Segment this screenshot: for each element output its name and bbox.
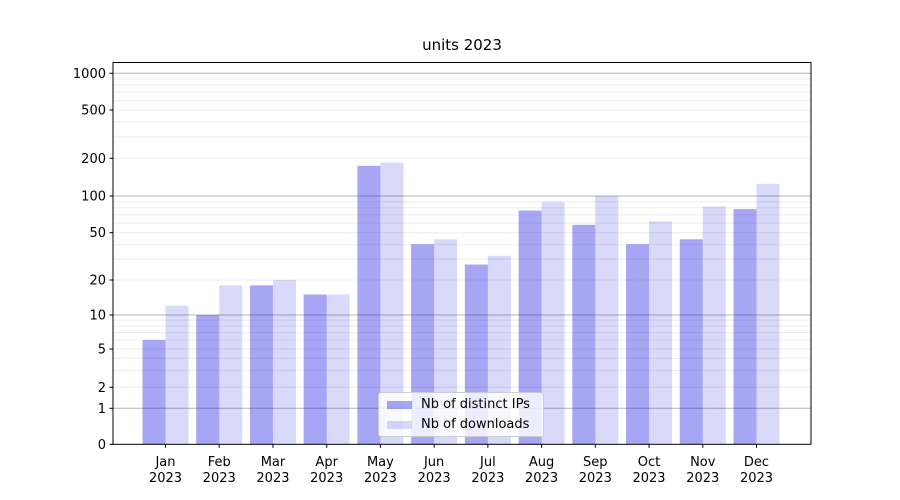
legend-label-downloads: Nb of downloads bbox=[421, 417, 530, 432]
y-tick-label: 1 bbox=[98, 402, 106, 417]
bar-distinct-ips-feb bbox=[196, 315, 220, 445]
x-tick-label-month: Feb bbox=[208, 455, 231, 470]
y-tick-label: 2 bbox=[98, 381, 106, 396]
chart-title: units 2023 bbox=[422, 36, 502, 54]
bar-downloads-aug bbox=[541, 202, 565, 445]
bar-downloads-sep bbox=[595, 196, 619, 445]
x-tick-label-year: 2023 bbox=[740, 471, 773, 486]
bar-distinct-ips-oct bbox=[626, 244, 650, 445]
bar-distinct-ips-apr bbox=[303, 294, 327, 445]
bar-distinct-ips-jan bbox=[142, 340, 166, 445]
legend-item-downloads: Nb of downloads bbox=[387, 417, 535, 432]
x-tick-label-month: Oct bbox=[638, 455, 660, 470]
y-tick-label: 20 bbox=[89, 274, 106, 289]
x-tick-label-year: 2023 bbox=[203, 471, 236, 486]
y-tick-label: 5 bbox=[98, 343, 106, 358]
y-tick-label: 500 bbox=[81, 104, 106, 119]
x-tick-label-month: Jun bbox=[423, 455, 444, 470]
legend-item-distinct-ips: Nb of distinct IPs bbox=[387, 397, 535, 412]
x-tick-label-year: 2023 bbox=[471, 471, 504, 486]
legend: Nb of distinct IPs Nb of downloads bbox=[378, 392, 544, 437]
y-tick-label: 50 bbox=[89, 226, 106, 241]
y-tick-label: 200 bbox=[81, 152, 106, 167]
x-tick-label-month: Aug bbox=[529, 455, 554, 470]
legend-label-distinct-ips: Nb of distinct IPs bbox=[421, 397, 530, 412]
y-tick-label: 1000 bbox=[73, 67, 106, 82]
x-tick-label-year: 2023 bbox=[418, 471, 451, 486]
x-tick-label-month: May bbox=[367, 455, 394, 470]
legend-swatch-downloads bbox=[387, 420, 412, 429]
x-tick-label-year: 2023 bbox=[686, 471, 719, 486]
bar-downloads-nov bbox=[702, 206, 726, 445]
bar-downloads-feb bbox=[219, 285, 243, 445]
x-tick-label-month: Mar bbox=[261, 455, 286, 470]
bar-downloads-mar bbox=[272, 280, 296, 445]
x-tick-label-year: 2023 bbox=[579, 471, 612, 486]
bar-downloads-may bbox=[380, 162, 404, 445]
x-tick-label-month: Jan bbox=[154, 455, 175, 470]
y-tick-label: 0 bbox=[98, 438, 106, 453]
x-tick-label-month: Nov bbox=[690, 455, 716, 470]
x-tick-label-month: Apr bbox=[315, 455, 338, 470]
x-tick-label-year: 2023 bbox=[632, 471, 665, 486]
x-tick-label-year: 2023 bbox=[149, 471, 182, 486]
bar-downloads-apr bbox=[326, 294, 350, 445]
bar-distinct-ips-sep bbox=[572, 224, 596, 445]
x-tick-label-month: Dec bbox=[744, 455, 769, 470]
legend-swatch-distinct-ips bbox=[387, 400, 412, 409]
bar-downloads-dec bbox=[756, 183, 780, 445]
bar-downloads-jan bbox=[165, 305, 189, 445]
bar-distinct-ips-dec bbox=[733, 209, 757, 445]
bar-downloads-oct bbox=[649, 221, 673, 445]
x-tick-label-year: 2023 bbox=[364, 471, 397, 486]
plot-border bbox=[112, 62, 812, 445]
bar-distinct-ips-may bbox=[357, 165, 381, 445]
x-tick-label-month: Jul bbox=[479, 455, 496, 470]
x-tick-label-month: Sep bbox=[583, 455, 608, 470]
x-tick-label-year: 2023 bbox=[310, 471, 343, 486]
y-tick-label: 100 bbox=[81, 190, 106, 205]
bar-distinct-ips-mar bbox=[249, 285, 273, 445]
x-tick-label-year: 2023 bbox=[525, 471, 558, 486]
x-tick-label-year: 2023 bbox=[256, 471, 289, 486]
y-tick-label: 10 bbox=[89, 309, 106, 324]
bar-distinct-ips-aug bbox=[518, 210, 542, 445]
bar-distinct-ips-nov bbox=[679, 239, 703, 445]
